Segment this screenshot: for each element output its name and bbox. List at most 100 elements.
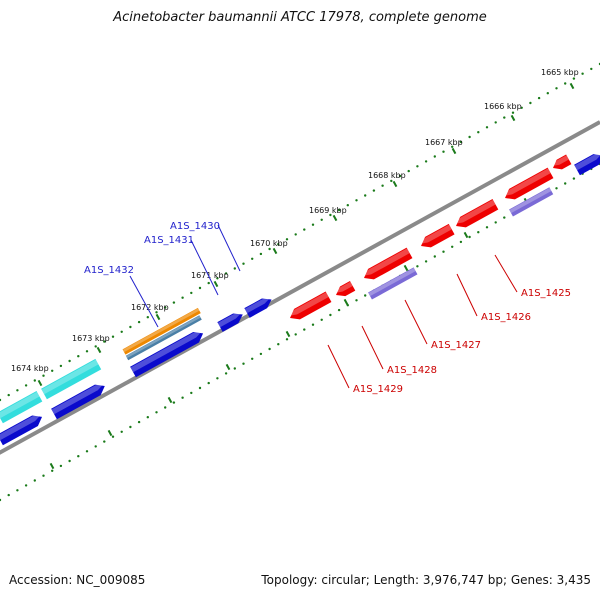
genome-backbone (0, 120, 600, 455)
label-A1S_1431: A1S_1431 (144, 235, 194, 246)
gene-a1s-1430b-body (244, 298, 272, 318)
gene-a1s-1425-body (456, 199, 499, 228)
gene-lower-edge-highlight (574, 153, 600, 171)
gene-a1s-1426 (419, 223, 455, 248)
gene-a1s-1430b (244, 297, 272, 318)
cds-slate-highlight (125, 315, 201, 359)
kbp-tick-labels: 1665 kbp 1666 kbp 1667 kbp 1668 kbp 1669 kbp… (11, 68, 579, 373)
outer-tick-ring-dot (503, 116, 506, 119)
cds-cyan-1-highlight (0, 391, 40, 419)
map-title: Acinetobacter baumannii ATCC 17978, comp… (113, 10, 487, 25)
inner-tick-ring-dot (572, 177, 576, 180)
inner-tick-ring-dot (146, 416, 149, 419)
gene-a1s-1424-highlight (503, 168, 551, 196)
outer-tick-ring-dot (546, 92, 549, 95)
cds-lavender-1 (368, 267, 418, 300)
outer-tick-ring-dot (529, 101, 532, 105)
outer-tick-ring-dot (137, 320, 141, 324)
genome-summary-text: Topology: circular; Length: 3,976,747 bp… (261, 573, 591, 587)
outer-major-tick (37, 379, 43, 387)
outer-tick-ring-dot (164, 306, 167, 309)
gene-lower-1-highlight (0, 414, 41, 441)
cds-cyan-1-body (0, 391, 43, 424)
leader-A1S_1431 (190, 239, 219, 296)
inner-tick-ring-dot (59, 464, 63, 468)
cds-cyan-1 (0, 391, 43, 424)
outer-major-tick (155, 313, 161, 321)
inner-tick-ring-dot (468, 235, 471, 239)
outer-tick-ring-dot (146, 316, 149, 319)
gene-lower-1 (0, 414, 43, 446)
outer-tick-ring-dot (337, 208, 341, 212)
outer-major-tick (451, 147, 457, 155)
outer-tick-ring-dot (364, 194, 367, 197)
outer-tick-ring-dot (103, 340, 106, 343)
outer-major-tick (392, 180, 398, 188)
outer-tick-ring-dot (355, 199, 358, 202)
gene-a1s-1427-body (364, 247, 413, 280)
inner-tick-ring-dot (207, 381, 210, 385)
inner-tick-ring-dot (155, 411, 158, 414)
gene-a1s-1429-body (290, 291, 332, 320)
inner-tick-ring-dot (503, 216, 506, 219)
inner-tick-ring-dot (329, 313, 332, 317)
label-A1S_1429: A1S_1429 (353, 384, 403, 395)
inner-tick-ring-dot (16, 489, 19, 492)
gene-a1s-1426-body (421, 223, 455, 248)
gene-a1s-1425-highlight (454, 199, 496, 224)
outer-major-tick (569, 82, 575, 90)
outer-tick-ring-dot (381, 184, 384, 187)
outer-tick-ring-dot (129, 325, 132, 329)
leader-A1S_1432 (129, 275, 159, 328)
cds-orange-highlight (122, 308, 200, 353)
gene-a1s-1428-body (336, 281, 356, 297)
gene-a1s-1429-highlight (288, 292, 329, 316)
gene-a1s-1424 (503, 167, 554, 200)
outer-major-tick (332, 214, 338, 222)
kbp-label-4: 1669 kbp (309, 206, 347, 215)
outer-tick-ring-dot (207, 281, 210, 285)
outer-tick-ring-dot (51, 369, 54, 372)
kbp-label-2: 1667 kbp (425, 138, 463, 147)
outer-tick-ring-dot (68, 359, 71, 363)
inner-major-tick (49, 462, 55, 470)
inner-major-tick (225, 363, 231, 371)
gene-a1s-1430-highlight (217, 312, 242, 328)
inner-tick-ring-dot (85, 450, 89, 453)
inner-tick-ring-dot (7, 493, 10, 497)
outer-tick-ring-dot (285, 238, 289, 241)
cds-lavender-2 (509, 187, 554, 217)
gene-a1s-1428-highlight (334, 281, 353, 294)
outer-tick-ring-dot (390, 179, 393, 183)
outer-tick-ring-dot (511, 111, 515, 114)
leader-A1S_1428 (361, 325, 384, 370)
gene-a1s-1428 (334, 281, 356, 297)
outer-tick-ring-dot (537, 96, 541, 100)
cds-lavender-2-body (509, 187, 554, 217)
cds-slate (125, 315, 202, 361)
gene-a1s-1429 (288, 291, 332, 320)
outer-tick-ring-dot (564, 82, 567, 85)
gene-a1s-1425 (454, 199, 499, 228)
kbp-label-1: 1666 kbp (484, 102, 522, 111)
leader-A1S_1425 (494, 254, 518, 293)
label-A1S_1426: A1S_1426 (481, 312, 531, 323)
inner-tick-ring-dot (477, 231, 480, 234)
inner-tick-ring-dot (233, 367, 236, 370)
outer-tick-ring-dot (329, 213, 332, 217)
outer-tick-ring-dot (398, 174, 402, 178)
inner-tick-ring-dot (129, 425, 132, 429)
outer-major-tick (272, 247, 278, 255)
outer-tick-ring-dot (216, 277, 219, 280)
leader-A1S_1429 (327, 344, 350, 389)
outer-tick-ring-dot (77, 355, 80, 358)
inner-tick-ring-dot (285, 338, 289, 341)
outer-tick-ring-dot (24, 384, 28, 387)
label-A1S_1428: A1S_1428 (387, 365, 437, 376)
outer-tick-ring-dot (451, 145, 454, 148)
gene-a1s-1430-body (217, 313, 243, 332)
outer-tick-ring-dot (424, 160, 428, 163)
inner-tick-ring-dot (24, 484, 28, 487)
inner-tick-ring-dot (137, 420, 141, 424)
